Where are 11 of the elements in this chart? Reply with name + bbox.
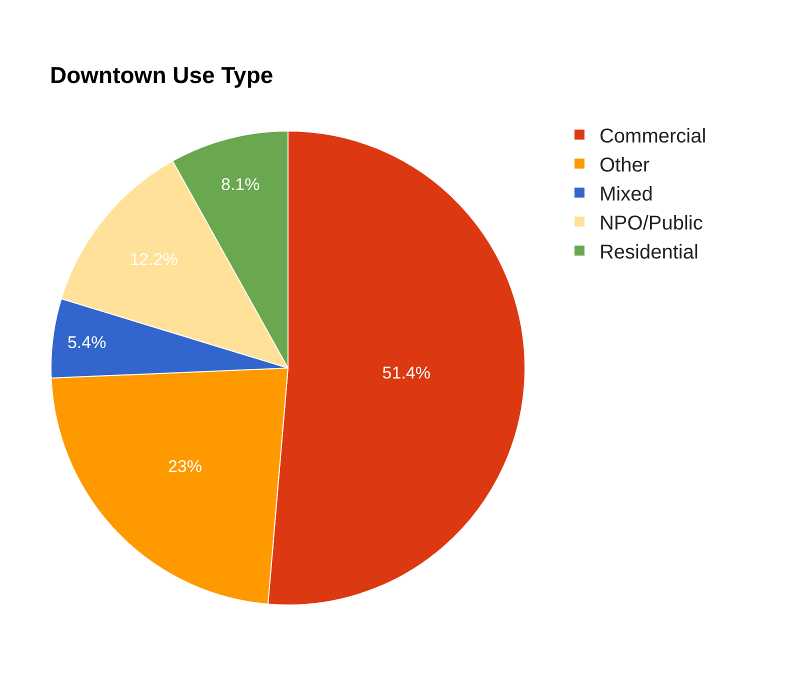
data-label: 51.4% bbox=[382, 364, 430, 383]
chart-title: Downtown Use Type bbox=[50, 62, 274, 88]
data-label: 8.1% bbox=[221, 175, 260, 194]
legend-label: Mixed bbox=[599, 183, 653, 206]
legend-label: NPO/Public bbox=[599, 212, 703, 234]
legend-label: Other bbox=[599, 154, 650, 176]
data-label: 23% bbox=[168, 457, 202, 476]
data-label: 5.4% bbox=[67, 332, 106, 352]
legend-label: Residential bbox=[599, 241, 698, 264]
data-label: 12.2% bbox=[130, 250, 178, 270]
legend-label: Commercial bbox=[599, 125, 706, 148]
